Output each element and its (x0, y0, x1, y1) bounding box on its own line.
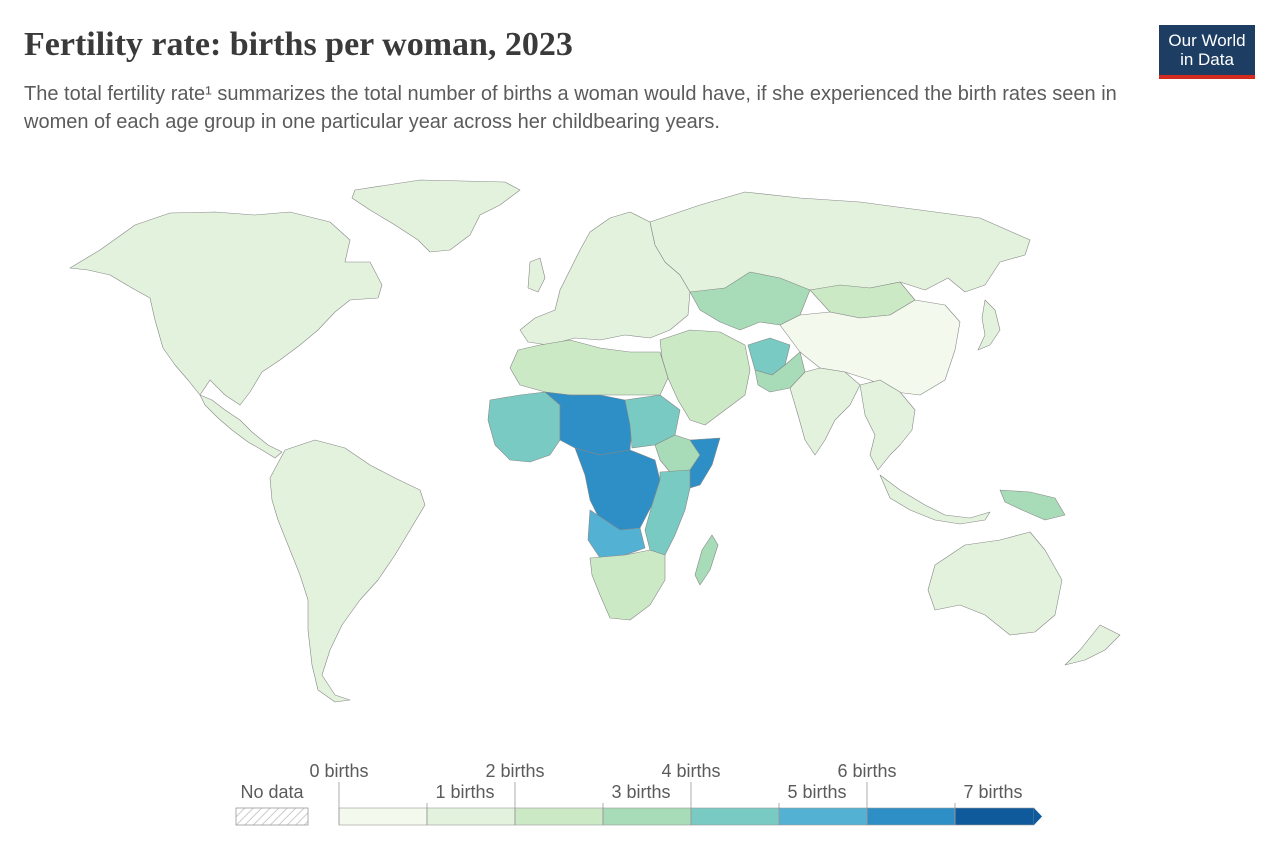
region-central-america[interactable] (199, 394, 283, 459)
legend-bin-2[interactable] (514, 807, 604, 826)
legend-arrow (1034, 808, 1042, 825)
legend-label-2: 2 births (485, 761, 544, 781)
legend-bin-3[interactable] (602, 807, 692, 826)
legend-label-1: 1 births (435, 782, 494, 802)
legend-no-data-swatch[interactable] (235, 807, 309, 826)
logo-line-1: Our World (1168, 31, 1246, 50)
region-somalia[interactable] (689, 437, 721, 489)
region-papua-new-guinea[interactable] (999, 489, 1066, 521)
legend-label-5: 5 births (787, 782, 846, 802)
legend-bin-7[interactable] (954, 807, 1035, 826)
region-central-africa[interactable] (574, 447, 661, 531)
region-angola[interactable] (587, 509, 646, 559)
world-map (69, 179, 1121, 703)
region-north-america[interactable] (69, 211, 383, 406)
region-indonesia[interactable] (879, 474, 991, 525)
region-west-africa[interactable] (487, 391, 561, 463)
region-uk[interactable] (527, 257, 546, 293)
region-india[interactable] (789, 367, 861, 456)
owid-logo[interactable]: Our World in Data (1159, 25, 1255, 79)
legend-bin-0[interactable] (338, 807, 428, 826)
legend-label-3: 3 births (611, 782, 670, 802)
legend-label-0: 0 births (309, 761, 368, 781)
region-southern-africa[interactable] (589, 549, 666, 621)
logo-line-2: in Data (1180, 50, 1234, 69)
legend-label-6: 6 births (837, 761, 896, 781)
region-japan[interactable] (977, 299, 1001, 351)
legend-bin-4[interactable] (690, 807, 780, 826)
legend-no-data-label: No data (240, 782, 304, 802)
legend-bin-1[interactable] (426, 807, 516, 826)
chart-subtitle: The total fertility rate¹ summarizes the… (24, 83, 1117, 133)
legend-bin-5[interactable] (778, 807, 868, 826)
region-new-zealand[interactable] (1064, 624, 1121, 666)
legend-bin-6[interactable] (866, 807, 956, 826)
legend-label-4: 4 births (661, 761, 720, 781)
legend-label-7: 7 births (963, 782, 1022, 802)
chart-title: Fertility rate: births per woman, 2023 (24, 26, 573, 63)
region-australia[interactable] (927, 531, 1063, 636)
region-greenland[interactable] (351, 179, 521, 253)
region-south-america[interactable] (269, 439, 426, 703)
region-madagascar[interactable] (694, 534, 719, 586)
region-southeast-asia[interactable] (859, 379, 916, 471)
